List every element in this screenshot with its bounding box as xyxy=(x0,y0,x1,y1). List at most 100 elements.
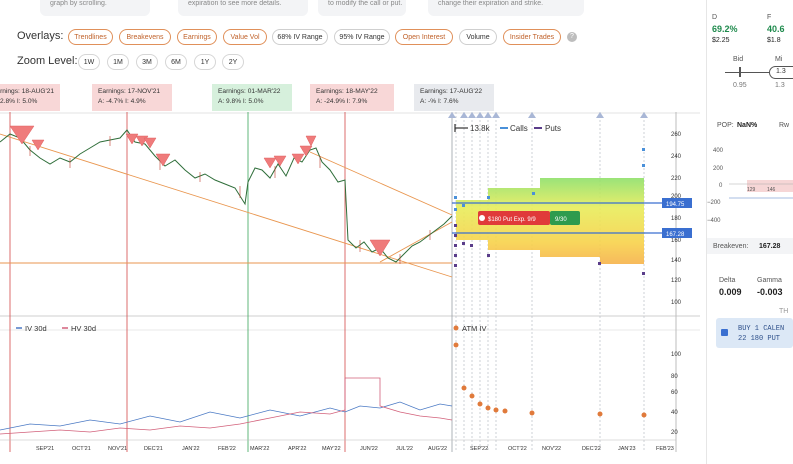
svg-text:20: 20 xyxy=(671,430,678,436)
overlay-openinterest-button[interactable]: Open Interest xyxy=(395,29,453,45)
overlay-68iv-button[interactable]: 68% IV Range xyxy=(272,29,328,45)
zoom-2y-button[interactable]: 2Y xyxy=(222,54,244,70)
iv30-series xyxy=(0,401,453,431)
order-icon xyxy=(721,329,728,336)
svg-text:120: 120 xyxy=(671,278,682,284)
open-interest-calls xyxy=(454,148,645,211)
x-axis: SEP'21 OCT'21 NOV'21 DEC'21 JAN'22 FEB'2… xyxy=(36,446,674,452)
svg-text:JAN'22: JAN'22 xyxy=(182,446,200,452)
oi-scale-label: 13.8k xyxy=(470,124,491,133)
order-ticket-button[interactable]: BUY 1 CALEN 22 180 PUT xyxy=(716,318,793,348)
earnings-title: Earnings: 01-MAR'22 xyxy=(218,88,281,95)
trade-tag-label: $180 Put Exp. 9/9 xyxy=(488,217,536,223)
pl-chart: 400 200 0 −200 −400 129 146 xyxy=(707,148,793,224)
svg-text:0: 0 xyxy=(719,183,723,189)
svg-text:200: 200 xyxy=(713,166,724,172)
mid-slider-handle[interactable]: 1.3 xyxy=(769,66,793,79)
svg-text:146: 146 xyxy=(767,187,776,193)
atm-iv-legend-label: ATM IV xyxy=(462,324,486,333)
expiry-lines xyxy=(455,112,645,452)
gamma-value: -0.003 xyxy=(757,287,783,297)
price-chart[interactable]: 13.8k Calls Puts $180 Put Exp. 9/9 9/30 … xyxy=(0,112,700,464)
pop-label: POP: xyxy=(717,122,734,129)
trade-tag xyxy=(478,211,550,225)
upper-price-marker xyxy=(662,198,692,208)
bid-value: 0.95 xyxy=(733,82,747,89)
zoom-label: Zoom Level: xyxy=(17,55,78,67)
overlay-trendlines-button[interactable]: Trendlines xyxy=(68,29,113,45)
iv-axis: 100 80 60 40 20 xyxy=(671,352,682,436)
svg-text:220: 220 xyxy=(671,176,682,182)
breakeven-label: Breakeven: xyxy=(713,243,749,250)
breakeven-value: 167.28 xyxy=(759,243,781,250)
svg-text:60: 60 xyxy=(671,390,678,396)
zoom-1w-button[interactable]: 1W xyxy=(78,54,100,70)
mid-value: 1.3 xyxy=(775,82,785,89)
svg-text:NOV'21: NOV'21 xyxy=(108,446,127,452)
f-price: $1.8 xyxy=(767,37,781,44)
hv30-series xyxy=(0,377,453,435)
insider-trade-markers xyxy=(9,125,391,257)
d-percent: 69.2% xyxy=(712,24,738,34)
earnings-tooltip: Earnings: 17-AUG'22 A: -% I: 7.6% xyxy=(414,84,494,111)
svg-text:JAN'23: JAN'23 xyxy=(618,446,636,452)
help-icon[interactable]: ? xyxy=(567,32,577,42)
zoom-3m-button[interactable]: 3M xyxy=(136,54,158,70)
svg-text:180: 180 xyxy=(671,216,682,222)
trade-side-panel: D F 69.2% 40.6 $2.25 $1.8 Bid Mi 1.3 0.9… xyxy=(706,0,793,464)
calls-legend-label: Calls xyxy=(510,124,528,133)
zoom-6m-button[interactable]: 6M xyxy=(165,54,187,70)
earnings-stats: 2.8% I: 5.0% xyxy=(0,98,38,105)
svg-text:FEB'22: FEB'22 xyxy=(218,446,236,452)
f-label: F xyxy=(767,14,772,21)
overlay-valuevol-button[interactable]: Value Vol xyxy=(223,29,267,45)
overlays-label: Overlays: xyxy=(17,30,64,42)
lower-price-marker-label: 167.28 xyxy=(666,232,685,238)
trade-tag-sub xyxy=(550,211,580,225)
d-label: D xyxy=(712,14,718,21)
overlay-insidertrades-button[interactable]: Insider Trades xyxy=(503,29,561,45)
svg-text:DEC'21: DEC'21 xyxy=(144,446,163,452)
zoom-1m-button[interactable]: 1M xyxy=(107,54,129,70)
svg-text:JUN'22: JUN'22 xyxy=(360,446,378,452)
earnings-stats: A: -24.9% I: 7.9% xyxy=(316,98,368,105)
svg-text:400: 400 xyxy=(713,148,724,154)
mid-label: Mi xyxy=(775,56,783,63)
svg-text:80: 80 xyxy=(671,374,678,380)
svg-text:260: 260 xyxy=(671,132,682,138)
breakeven-row xyxy=(707,238,793,254)
hint-pill: expiration to see more details. xyxy=(178,0,308,16)
order-line-2: 22 180 PUT xyxy=(738,335,781,343)
f-percent: 40.6 xyxy=(767,24,785,34)
price-axis: 260 240 220 200 180 160 140 120 100 xyxy=(671,132,682,306)
pop-value: NaN% xyxy=(737,122,758,129)
overlay-volume-button[interactable]: Volume xyxy=(459,29,497,45)
delta-value: 0.009 xyxy=(719,287,742,297)
hint-pill: to modify the call or put. xyxy=(318,0,406,16)
expiry-markers xyxy=(448,112,648,118)
rw-label: Rw xyxy=(779,122,790,129)
earnings-tooltip: Earnings: 01-MAR'22 A: 9.8% I: 5.0% xyxy=(212,84,292,111)
earnings-title: Earnings: 17-NOV'21 xyxy=(98,88,161,95)
svg-text:SEP'22: SEP'22 xyxy=(470,446,488,452)
overlay-breakevens-button[interactable]: Breakevens xyxy=(119,29,171,45)
overlay-earnings-button[interactable]: Earnings xyxy=(177,29,217,45)
earnings-title: Earnings: 18-MAY'22 xyxy=(316,88,378,95)
delta-label: Delta xyxy=(719,277,736,284)
svg-text:100: 100 xyxy=(671,352,682,358)
bid-label: Bid xyxy=(733,56,744,63)
price-slider-track[interactable] xyxy=(725,72,793,73)
earnings-tooltip: Earnings: 18-MAY'22 A: -24.9% I: 7.9% xyxy=(310,84,394,111)
upper-price-marker-label: 194.75 xyxy=(666,202,685,208)
atm-iv-points xyxy=(453,342,647,418)
earnings-title: Earnings: 17-AUG'22 xyxy=(420,88,483,95)
top-hints: graph by scrolling. expiration to see mo… xyxy=(0,0,700,20)
overlay-95iv-button[interactable]: 95% IV Range xyxy=(334,29,390,45)
svg-text:SEP'21: SEP'21 xyxy=(36,446,54,452)
svg-text:DEC'22: DEC'22 xyxy=(582,446,601,452)
bid-tick xyxy=(739,67,741,77)
zoom-1y-button[interactable]: 1Y xyxy=(194,54,216,70)
earnings-title: Earnings: 18-AUG'21 xyxy=(0,88,55,95)
th-label: TH xyxy=(779,308,789,315)
svg-text:AUG'22: AUG'22 xyxy=(428,446,447,452)
